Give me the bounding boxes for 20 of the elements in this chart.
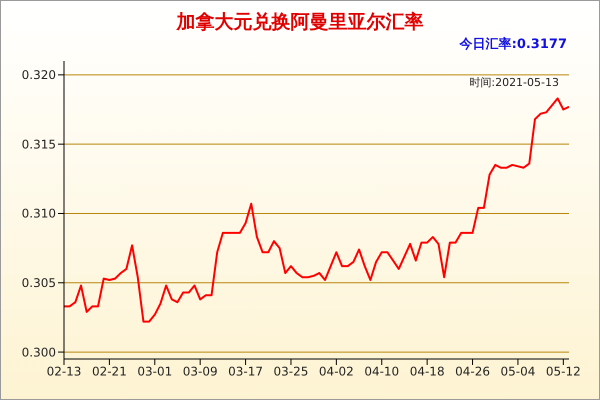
y-tick-label: 0.305 — [22, 276, 56, 290]
x-tick-label: 04-18 — [410, 364, 445, 379]
annotation: 时间:2021-05-13 — [469, 75, 559, 90]
chart-title: 加拿大元兑换阿曼里亚尔汇率 — [175, 10, 424, 35]
y-tick-label: 0.310 — [22, 206, 56, 221]
x-tick-label: 05-12 — [546, 364, 581, 379]
x-tick-label: 02-21 — [92, 364, 127, 379]
y-tick-label: 0.315 — [22, 137, 56, 152]
x-tick-label: 04-26 — [455, 364, 490, 379]
x-tick-label: 03-17 — [228, 364, 264, 379]
x-tick-label: 02-13 — [46, 364, 82, 379]
x-tick-label: 05-04 — [500, 364, 536, 379]
x-tick-label: 04-02 — [318, 364, 354, 379]
x-tick-label: 04-10 — [364, 364, 400, 379]
chart-subtitle: 今日汇率:0.3177 — [460, 36, 567, 53]
x-tick-label: 03-25 — [274, 364, 308, 379]
y-tick-label: 0.300 — [22, 345, 56, 360]
y-tick-label: 0.320 — [22, 68, 56, 82]
x-tick-label: 03-01 — [137, 364, 172, 379]
x-tick-label: 03-09 — [182, 364, 218, 379]
